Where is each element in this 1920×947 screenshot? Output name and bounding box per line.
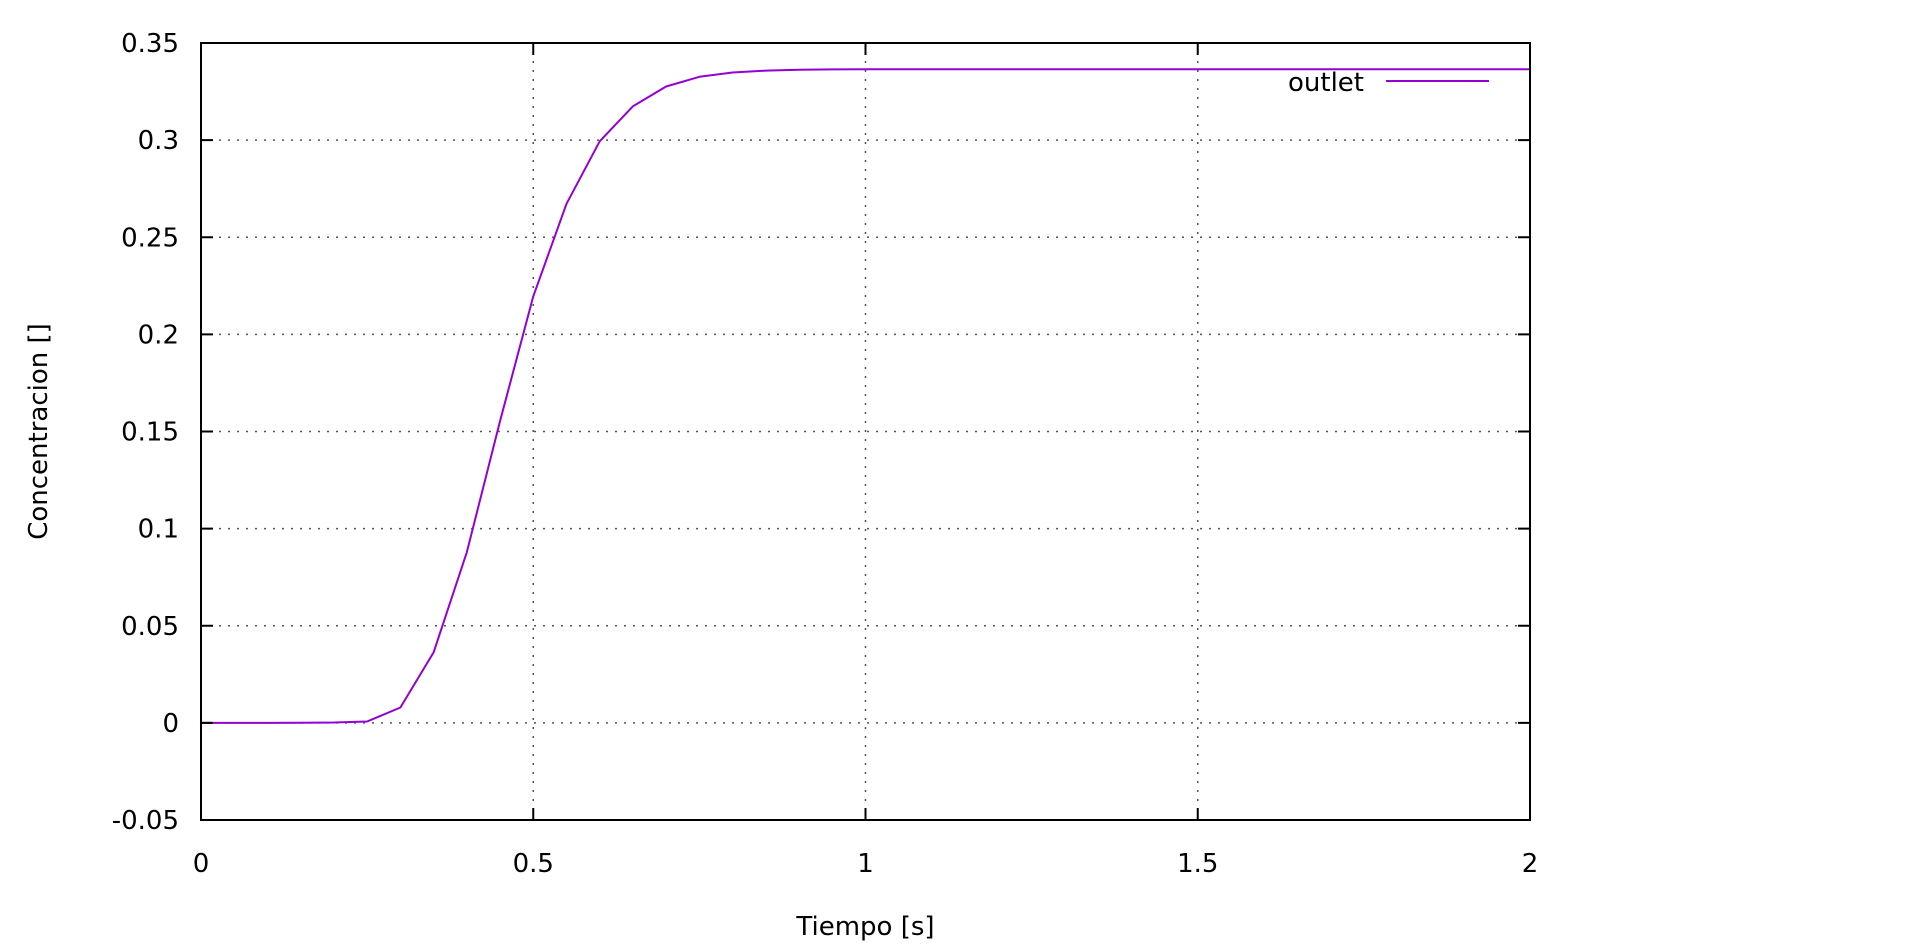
y-tick-label: 0.25 — [121, 223, 179, 253]
x-tick-label: 2 — [1522, 849, 1539, 879]
series-line-outlet — [201, 68, 1530, 724]
tick-marks — [200, 42, 1531, 821]
x-tick-label: 0 — [193, 849, 210, 879]
y-tick-label: 0.2 — [138, 320, 179, 350]
y-tick-label: 0.15 — [121, 418, 179, 448]
y-tick-label: -0.05 — [112, 806, 179, 836]
grid-lines — [201, 43, 1530, 820]
y-tick-label: 0.3 — [138, 126, 179, 156]
y-tick-label: 0.05 — [121, 612, 179, 642]
x-tick-label: 1 — [857, 849, 874, 879]
y-tick-label: 0.1 — [138, 515, 179, 545]
x-axis-tick-labels: 0 0.5 1 1.5 2 — [193, 849, 1539, 879]
y-tick-label: 0.35 — [121, 29, 179, 59]
x-axis-label: Tiempo [s] — [795, 912, 934, 942]
x-tick-label: 1.5 — [1177, 849, 1218, 879]
y-axis-tick-labels: -0.05 0 0.05 0.1 0.15 0.2 0.25 0.3 0.35 — [112, 29, 179, 836]
legend: outlet — [1288, 68, 1489, 98]
y-axis-label: Concentracion [] — [24, 323, 54, 540]
x-tick-label: 0.5 — [513, 849, 554, 879]
legend-label-outlet: outlet — [1288, 68, 1364, 98]
y-tick-label: 0 — [162, 709, 179, 739]
series-layer — [201, 68, 1530, 724]
